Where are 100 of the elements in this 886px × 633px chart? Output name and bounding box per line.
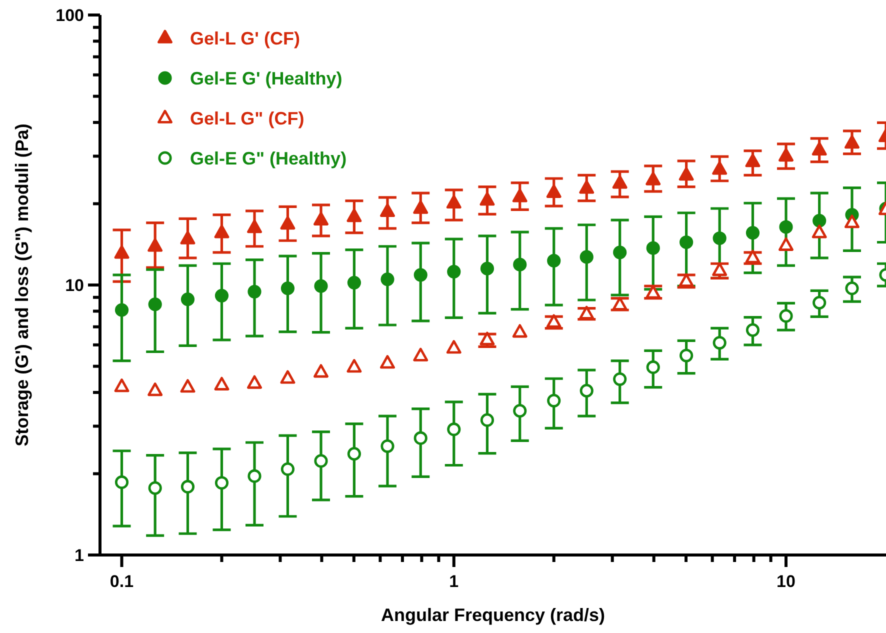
point <box>546 184 562 198</box>
point <box>745 154 760 168</box>
point <box>712 336 726 350</box>
point <box>480 332 495 346</box>
point <box>380 272 394 286</box>
point <box>513 258 527 272</box>
point <box>580 250 594 264</box>
point <box>148 481 162 495</box>
point <box>480 262 494 276</box>
point <box>778 237 794 251</box>
point <box>180 379 196 393</box>
point <box>646 285 661 299</box>
point <box>380 439 394 453</box>
legend-label: Gel-E G" (Healthy) <box>190 148 347 168</box>
legend-label: Gel-E G' (Healthy) <box>190 68 342 88</box>
point <box>148 382 163 396</box>
point <box>646 172 661 186</box>
x-axis-title: Angular Frequency (rad/s) <box>380 605 606 625</box>
point <box>447 264 461 279</box>
point <box>247 220 262 234</box>
point <box>579 306 594 320</box>
point <box>446 194 462 209</box>
point <box>446 340 462 354</box>
point <box>314 454 328 468</box>
point <box>380 355 395 369</box>
point <box>347 276 361 290</box>
point <box>347 447 361 461</box>
point <box>844 135 860 149</box>
point <box>745 250 760 264</box>
point <box>680 348 694 362</box>
point <box>512 324 528 338</box>
point <box>678 167 694 181</box>
point <box>114 245 130 259</box>
y-tick-label: 10 <box>65 276 84 295</box>
point <box>812 214 826 228</box>
point <box>346 359 362 373</box>
point <box>512 188 528 202</box>
point <box>844 214 860 228</box>
legend-label: Gel-L G' (CF) <box>190 28 300 48</box>
y-tick-label: 1 <box>74 546 84 565</box>
point <box>346 208 362 222</box>
point <box>214 376 230 390</box>
point <box>214 224 230 238</box>
point <box>180 480 195 494</box>
point <box>579 180 594 194</box>
point <box>646 241 660 255</box>
point <box>180 292 195 306</box>
x-tick-label: 0.1 <box>110 572 134 591</box>
point <box>812 142 827 156</box>
legend-label: Gel-L G" (CF) <box>190 108 304 128</box>
point <box>247 375 262 389</box>
point <box>712 231 726 246</box>
point <box>413 200 428 214</box>
point <box>414 431 428 445</box>
point <box>280 462 295 476</box>
point <box>812 224 827 238</box>
point <box>778 148 794 162</box>
point <box>712 161 728 175</box>
point <box>779 220 793 234</box>
point <box>248 469 262 483</box>
point <box>547 394 561 408</box>
point <box>148 298 162 312</box>
point <box>613 246 627 260</box>
point <box>280 370 296 384</box>
y-tick-label: 100 <box>56 6 84 25</box>
point <box>314 279 328 293</box>
point <box>812 296 826 310</box>
point <box>546 314 562 328</box>
point <box>280 282 295 296</box>
point <box>148 238 163 252</box>
point <box>513 404 527 418</box>
point <box>413 348 428 362</box>
point <box>414 268 428 282</box>
y-axis-title: Storage (G') and loss (G") moduli (Pa) <box>12 124 32 446</box>
point <box>180 230 196 244</box>
x-tick-label: 10 <box>776 572 796 591</box>
point <box>612 296 628 310</box>
point <box>680 235 694 250</box>
point <box>214 288 229 302</box>
point <box>313 212 328 226</box>
point <box>646 360 660 374</box>
point <box>480 413 494 427</box>
point <box>580 384 594 398</box>
point <box>613 372 627 386</box>
point <box>280 216 296 230</box>
point <box>480 192 495 206</box>
point <box>779 309 793 323</box>
point <box>746 323 760 337</box>
point <box>547 254 561 268</box>
point <box>447 422 461 436</box>
point <box>678 273 694 287</box>
point <box>746 226 760 240</box>
point <box>380 203 395 218</box>
point <box>612 175 628 189</box>
x-tick-label: 1 <box>449 572 459 591</box>
point <box>845 282 859 296</box>
point <box>114 475 129 490</box>
point <box>114 303 129 317</box>
point <box>248 284 262 298</box>
point <box>712 262 728 276</box>
